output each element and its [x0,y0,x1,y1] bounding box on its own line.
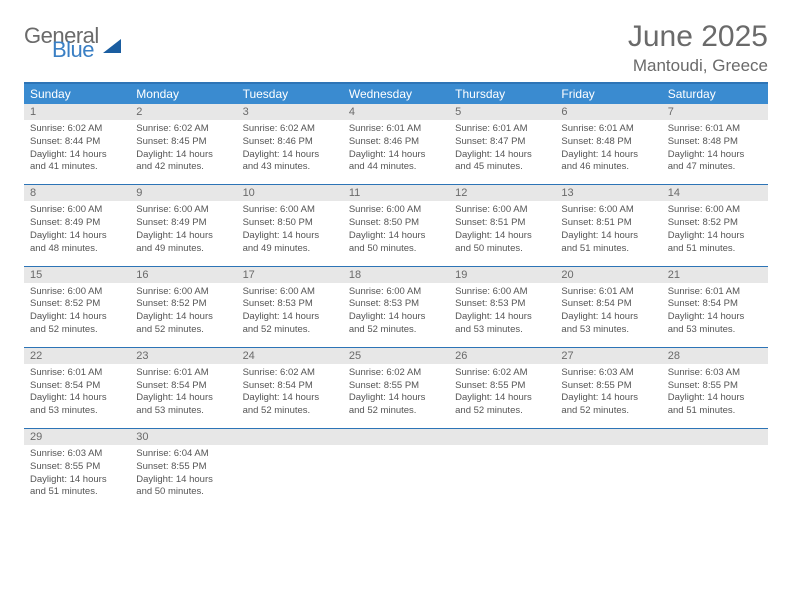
day-number: 22 [24,348,130,364]
day-number: 11 [343,185,449,201]
logo: General Blue [24,26,121,60]
day-cell: Sunrise: 6:01 AMSunset: 8:54 PMDaylight:… [662,283,768,347]
week-row: Sunrise: 6:00 AMSunset: 8:49 PMDaylight:… [24,201,768,265]
day-cell: Sunrise: 6:01 AMSunset: 8:47 PMDaylight:… [449,120,555,184]
day-number: 25 [343,348,449,364]
header: General Blue June 2025 Mantoudi, Greece [24,20,768,76]
day-cell: Sunrise: 6:00 AMSunset: 8:53 PMDaylight:… [343,283,449,347]
day-number: 24 [237,348,343,364]
day-cell: Sunrise: 6:01 AMSunset: 8:54 PMDaylight:… [130,364,236,428]
day-cell: Sunrise: 6:02 AMSunset: 8:45 PMDaylight:… [130,120,236,184]
day-cell: Sunrise: 6:00 AMSunset: 8:51 PMDaylight:… [555,201,661,265]
calendar: Sunday Monday Tuesday Wednesday Thursday… [24,82,768,509]
day-cell: Sunrise: 6:00 AMSunset: 8:50 PMDaylight:… [343,201,449,265]
day-number: 6 [555,104,661,120]
day-number [449,429,555,445]
day-cell: Sunrise: 6:01 AMSunset: 8:48 PMDaylight:… [555,120,661,184]
day-cell: Sunrise: 6:00 AMSunset: 8:52 PMDaylight:… [130,283,236,347]
day-cell [449,445,555,509]
day-cell [555,445,661,509]
dayname: Thursday [449,84,555,104]
day-cell: Sunrise: 6:00 AMSunset: 8:49 PMDaylight:… [130,201,236,265]
day-number: 23 [130,348,236,364]
week-row: Sunrise: 6:00 AMSunset: 8:52 PMDaylight:… [24,283,768,347]
day-cell: Sunrise: 6:02 AMSunset: 8:55 PMDaylight:… [343,364,449,428]
dayname: Saturday [662,84,768,104]
day-number: 30 [130,429,236,445]
day-number: 8 [24,185,130,201]
daynum-row: 2930 [24,428,768,445]
dayname: Friday [555,84,661,104]
day-number: 13 [555,185,661,201]
day-number: 26 [449,348,555,364]
dayname: Wednesday [343,84,449,104]
day-cell: Sunrise: 6:02 AMSunset: 8:44 PMDaylight:… [24,120,130,184]
day-cell: Sunrise: 6:00 AMSunset: 8:49 PMDaylight:… [24,201,130,265]
month-title: June 2025 [628,20,768,54]
day-cell: Sunrise: 6:04 AMSunset: 8:55 PMDaylight:… [130,445,236,509]
week-row: Sunrise: 6:03 AMSunset: 8:55 PMDaylight:… [24,445,768,509]
day-cell [343,445,449,509]
day-number [555,429,661,445]
day-number: 9 [130,185,236,201]
day-number [662,429,768,445]
logo-triangle-icon [103,39,121,53]
day-cell: Sunrise: 6:01 AMSunset: 8:46 PMDaylight:… [343,120,449,184]
day-number: 4 [343,104,449,120]
daynum-row: 22232425262728 [24,347,768,364]
day-cell: Sunrise: 6:02 AMSunset: 8:54 PMDaylight:… [237,364,343,428]
day-number: 1 [24,104,130,120]
day-number [237,429,343,445]
day-number: 20 [555,267,661,283]
week-row: Sunrise: 6:02 AMSunset: 8:44 PMDaylight:… [24,120,768,184]
day-number: 7 [662,104,768,120]
day-number: 12 [449,185,555,201]
day-number: 19 [449,267,555,283]
day-cell: Sunrise: 6:01 AMSunset: 8:48 PMDaylight:… [662,120,768,184]
dayname: Monday [130,84,236,104]
day-cell: Sunrise: 6:00 AMSunset: 8:51 PMDaylight:… [449,201,555,265]
dayname: Sunday [24,84,130,104]
daynum-row: 15161718192021 [24,266,768,283]
day-number: 28 [662,348,768,364]
day-cell: Sunrise: 6:03 AMSunset: 8:55 PMDaylight:… [24,445,130,509]
day-cell: Sunrise: 6:03 AMSunset: 8:55 PMDaylight:… [555,364,661,428]
day-number: 17 [237,267,343,283]
day-cell [662,445,768,509]
day-cell: Sunrise: 6:00 AMSunset: 8:53 PMDaylight:… [237,283,343,347]
day-number: 10 [237,185,343,201]
day-cell: Sunrise: 6:00 AMSunset: 8:53 PMDaylight:… [449,283,555,347]
day-cell: Sunrise: 6:03 AMSunset: 8:55 PMDaylight:… [662,364,768,428]
week-row: Sunrise: 6:01 AMSunset: 8:54 PMDaylight:… [24,364,768,428]
day-cell: Sunrise: 6:01 AMSunset: 8:54 PMDaylight:… [555,283,661,347]
title-block: June 2025 Mantoudi, Greece [628,20,768,76]
day-cell: Sunrise: 6:00 AMSunset: 8:50 PMDaylight:… [237,201,343,265]
day-number: 5 [449,104,555,120]
day-cell: Sunrise: 6:01 AMSunset: 8:54 PMDaylight:… [24,364,130,428]
day-number: 21 [662,267,768,283]
day-number: 15 [24,267,130,283]
day-number: 29 [24,429,130,445]
day-number: 2 [130,104,236,120]
day-cell: Sunrise: 6:02 AMSunset: 8:55 PMDaylight:… [449,364,555,428]
location-label: Mantoudi, Greece [628,56,768,76]
dayname: Tuesday [237,84,343,104]
daynum-row: 1234567 [24,104,768,120]
day-cell: Sunrise: 6:02 AMSunset: 8:46 PMDaylight:… [237,120,343,184]
day-number [343,429,449,445]
day-cell: Sunrise: 6:00 AMSunset: 8:52 PMDaylight:… [662,201,768,265]
day-cell [237,445,343,509]
dayname-row: Sunday Monday Tuesday Wednesday Thursday… [24,84,768,104]
day-cell: Sunrise: 6:00 AMSunset: 8:52 PMDaylight:… [24,283,130,347]
day-number: 14 [662,185,768,201]
day-number: 16 [130,267,236,283]
daynum-row: 891011121314 [24,184,768,201]
day-number: 27 [555,348,661,364]
day-number: 3 [237,104,343,120]
logo-word-blue: Blue [52,40,99,60]
day-number: 18 [343,267,449,283]
